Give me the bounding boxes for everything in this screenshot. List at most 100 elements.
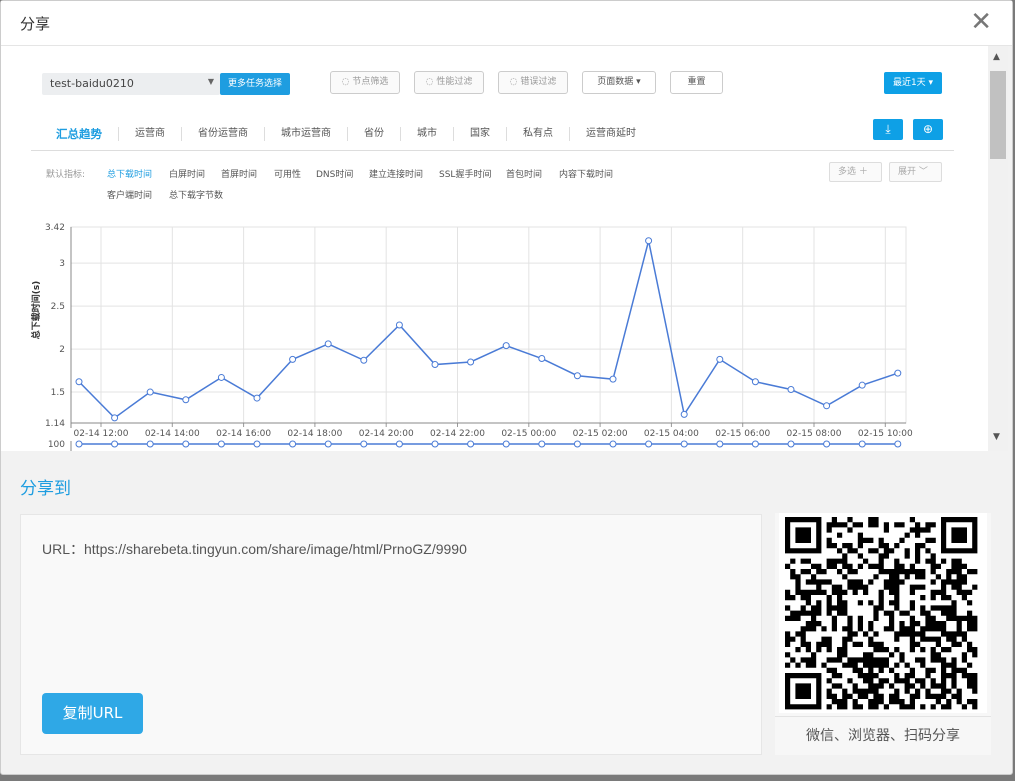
data-point	[182, 440, 190, 448]
data-point	[538, 355, 546, 363]
y-axis-label: 总下载时间(s)	[30, 281, 42, 340]
qr-pattern	[785, 517, 978, 710]
scroll-down-icon[interactable]: ▼	[993, 432, 1000, 442]
data-point	[894, 369, 902, 377]
tab-carrier-latency[interactable]: 运营商延时	[586, 128, 636, 139]
metric-item[interactable]: DNS时间	[316, 170, 354, 180]
data-point	[823, 402, 831, 410]
data-point	[395, 440, 403, 448]
metric-item[interactable]: 内容下载时间	[559, 170, 614, 180]
qr-code	[779, 513, 987, 713]
close-icon[interactable]: ✕	[970, 7, 992, 37]
time-range-dropdown[interactable]: 最近1天 ▾	[884, 72, 942, 94]
tab-summary[interactable]: 汇总趋势	[42, 127, 119, 141]
tab-province[interactable]: 省份	[348, 127, 401, 141]
data-point	[431, 440, 439, 448]
data-point	[360, 356, 368, 364]
copy-url-button[interactable]: 复制URL	[42, 693, 143, 734]
reset-button[interactable]: 重置	[670, 71, 723, 94]
perf-filter-button[interactable]: ◌ 性能过滤	[414, 71, 484, 94]
share-url[interactable]: URL：https://sharebeta.tingyun.com/share/…	[42, 541, 467, 557]
y-tick-label: 1.5	[51, 388, 65, 398]
data-point	[894, 440, 902, 448]
data-point	[787, 440, 795, 448]
data-point	[75, 440, 83, 448]
x-tick-label: 02-14 16:00	[216, 429, 271, 439]
data-point	[289, 355, 297, 363]
error-filter-button[interactable]: ◌ 错误过滤	[498, 71, 568, 94]
task-select-value: test-baidu0210	[50, 77, 134, 90]
data-point	[609, 375, 617, 383]
metric-item[interactable]: 总下载时间	[107, 170, 153, 180]
data-point	[360, 440, 368, 448]
data-point	[680, 440, 688, 448]
tab-country[interactable]: 国家	[454, 127, 507, 141]
task-select[interactable]: test-baidu0210 ▼	[42, 73, 220, 95]
data-point	[716, 355, 724, 363]
add-circle-icon[interactable]: ⊕	[913, 119, 943, 140]
data-point	[680, 410, 688, 418]
scroll-up-icon[interactable]: ▲	[993, 52, 1000, 62]
check-circle-icon: ◌	[509, 77, 521, 87]
tab-province-carrier[interactable]: 省份运营商	[182, 127, 265, 141]
data-point	[431, 361, 439, 369]
expand-button[interactable]: 展开 ﹀	[889, 162, 942, 182]
x-tick-label: 02-15 10:00	[858, 429, 913, 439]
series-line	[78, 240, 899, 419]
x-tick-label: 02-15 02:00	[573, 429, 628, 439]
x-tick-label: 02-14 20:00	[359, 429, 414, 439]
data-point	[538, 440, 546, 448]
x-tick-label: 02-14 12:00	[74, 429, 129, 439]
data-point	[609, 440, 617, 448]
data-point	[467, 440, 475, 448]
scroll-thumb[interactable]	[990, 71, 1006, 159]
x-tick-label: 02-15 06:00	[715, 429, 770, 439]
metric-item[interactable]: 客户端时间	[107, 191, 153, 201]
page-data-dropdown[interactable]: 页面数据 ▾	[582, 71, 656, 94]
metric-item[interactable]: 总下载字节数	[169, 191, 224, 201]
data-point	[823, 440, 831, 448]
caret-down-icon: ▼	[207, 77, 214, 86]
tab-city-carrier[interactable]: 城市运营商	[265, 127, 348, 141]
tab-carrier[interactable]: 运营商	[119, 127, 182, 141]
download-icon[interactable]: ⤓	[873, 119, 903, 140]
metric-item[interactable]: 首屏时间	[221, 170, 258, 180]
error-filter-label: 错误过滤	[520, 77, 557, 87]
data-point	[858, 440, 866, 448]
data-point	[253, 440, 261, 448]
node-filter-button[interactable]: ◌ 节点筛选	[330, 71, 400, 94]
metric-item[interactable]: 可用性	[274, 170, 302, 180]
metric-item[interactable]: 建立连接时间	[369, 170, 424, 180]
data-point	[324, 340, 332, 348]
data-point	[111, 414, 119, 422]
data-point	[146, 440, 154, 448]
metric-item[interactable]: 首包时间	[506, 170, 543, 180]
scrollbar[interactable]: ▲ ▼	[988, 46, 1008, 451]
data-point	[573, 440, 581, 448]
data-point	[111, 440, 119, 448]
modal-header: 分享 ✕	[1, 1, 1012, 46]
metric-item[interactable]: 白屏时间	[169, 170, 206, 180]
data-point	[146, 388, 154, 396]
data-point	[787, 385, 795, 393]
y-tick-label: 100	[48, 440, 65, 450]
data-point	[858, 381, 866, 389]
y-tick-label: 3	[59, 259, 65, 269]
check-circle-icon: ◌	[425, 77, 437, 87]
tab-city[interactable]: 城市	[401, 127, 454, 141]
preview-frame: test-baidu0210 ▼ 更多任务选择 ◌ 节点筛选 ◌ 性能过滤 ◌ 错…	[1, 46, 1008, 451]
y-tick-label: 2	[59, 345, 65, 355]
modal-title: 分享	[20, 15, 51, 33]
tab-private-node[interactable]: 私有点	[507, 127, 570, 141]
perf-filter-label: 性能过滤	[436, 77, 473, 87]
x-tick-label: 02-15 04:00	[644, 429, 699, 439]
metric-item[interactable]: SSL握手时间	[439, 170, 492, 180]
qr-caption: 微信、浏览器、扫码分享	[775, 716, 991, 745]
check-circle-icon: ◌	[341, 77, 353, 87]
data-point	[75, 378, 83, 386]
multi-select-button[interactable]: 多选 ＋	[829, 162, 882, 182]
qr-panel: 微信、浏览器、扫码分享	[775, 513, 991, 755]
more-tasks-button[interactable]: 更多任务选择	[220, 73, 290, 95]
x-tick-label: 02-15 08:00	[787, 429, 842, 439]
data-point	[324, 440, 332, 448]
